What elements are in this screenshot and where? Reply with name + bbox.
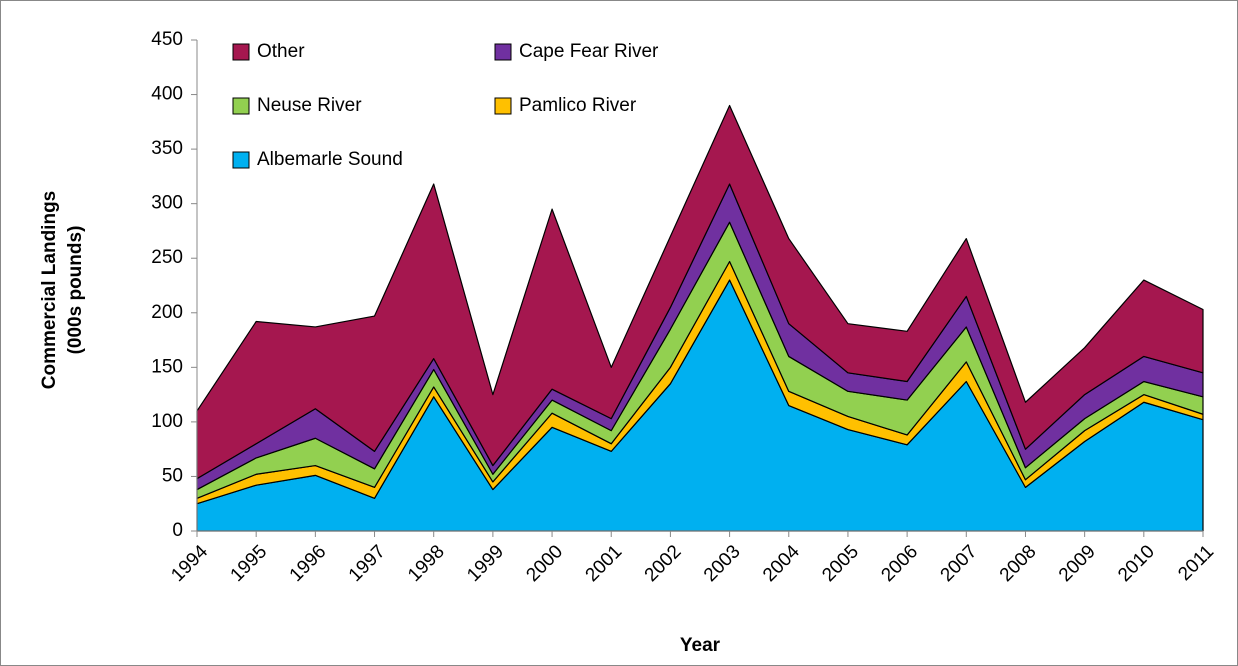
legend-label: Other bbox=[257, 41, 305, 62]
legend-swatch bbox=[232, 151, 250, 169]
legend-label: Albemarle Sound bbox=[257, 149, 403, 170]
legend-swatch bbox=[232, 97, 250, 115]
legend-swatch bbox=[232, 43, 250, 61]
area bbox=[196, 104, 1204, 480]
y-tick-label: 250 bbox=[151, 247, 183, 268]
y-tick-label: 450 bbox=[151, 29, 183, 50]
y-tick-label: 200 bbox=[151, 302, 183, 323]
legend-label: Pamlico River bbox=[519, 95, 637, 116]
y-tick-label: 50 bbox=[162, 465, 183, 486]
legend-label: Neuse River bbox=[257, 95, 362, 116]
y-tick-label: 150 bbox=[151, 356, 183, 377]
y-tick-label: 100 bbox=[151, 411, 183, 432]
y-tick-label: 0 bbox=[172, 520, 183, 541]
y-tick-label: 400 bbox=[151, 84, 183, 105]
y-tick-label: 300 bbox=[151, 193, 183, 214]
x-axis-label: Year bbox=[680, 635, 721, 656]
y-axis-label-line: (000s pounds) bbox=[65, 226, 86, 355]
legend-label: Cape Fear River bbox=[519, 41, 659, 62]
legend-swatch bbox=[494, 43, 512, 61]
y-tick-label: 350 bbox=[151, 138, 183, 159]
legend-swatch bbox=[494, 97, 512, 115]
y-axis-label-line: Commercial Landings bbox=[39, 191, 60, 390]
